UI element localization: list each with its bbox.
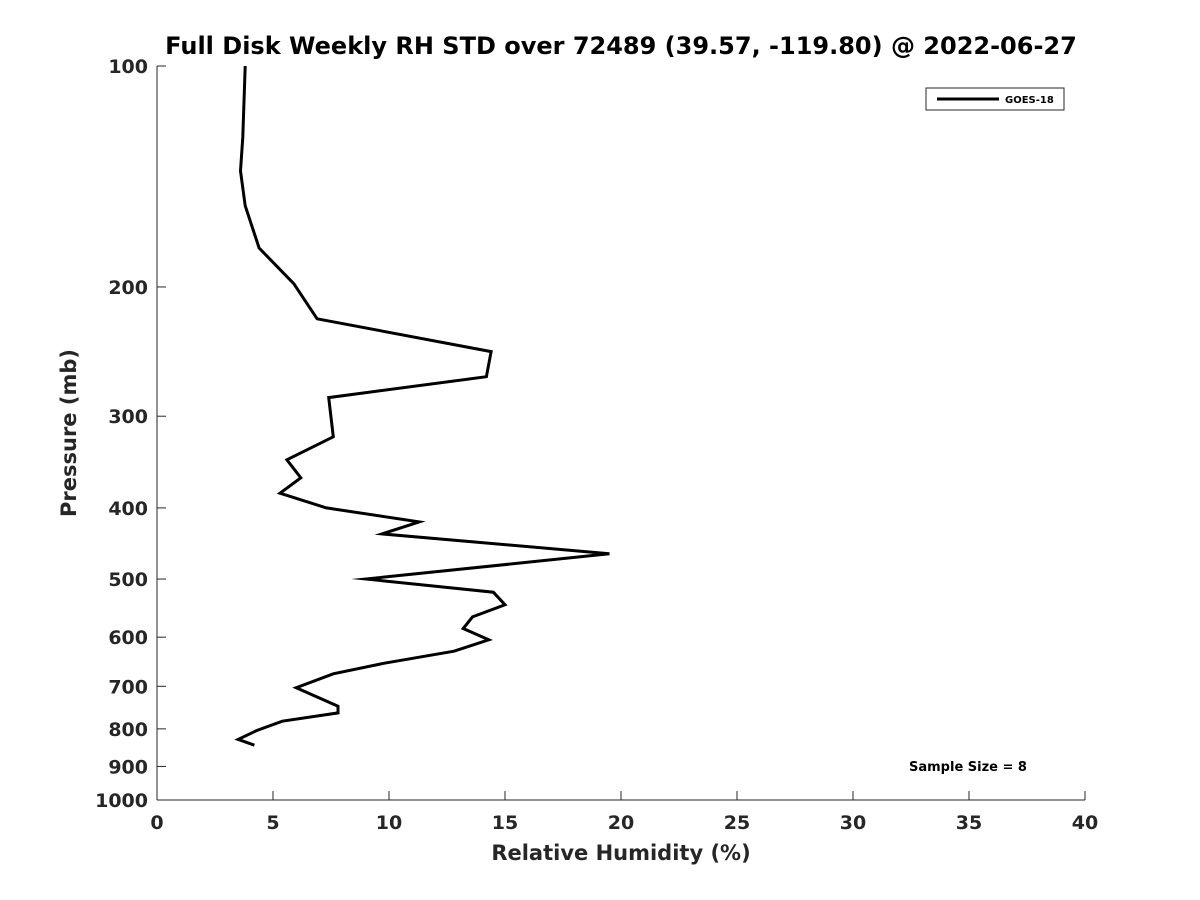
x-tick-label: 35 (956, 812, 982, 834)
x-tick-label: 15 (492, 812, 518, 834)
x-tick-label: 5 (266, 812, 279, 834)
series-group (234, 65, 610, 747)
legend: GOES-18 (925, 87, 1065, 111)
x-tick-label: 0 (150, 812, 163, 834)
series-line-goes-18 (234, 65, 610, 747)
x-tick-label: 30 (840, 812, 866, 834)
y-axis-label: Pressure (mb) (57, 349, 81, 517)
x-axis-label: Relative Humidity (%) (491, 841, 750, 865)
legend-entry-goes-18: GOES-18 (1005, 95, 1054, 106)
y-tick-label: 1000 (95, 790, 148, 812)
y-tick-label: 300 (108, 406, 148, 428)
x-ticks: 0 5 10 15 20 25 30 35 40 (150, 791, 1098, 834)
y-tick-label: 800 (108, 719, 148, 741)
y-tick-label: 500 (108, 569, 148, 591)
sample-size-annotation: Sample Size = 8 (909, 760, 1027, 775)
y-tick-label: 100 (108, 56, 148, 78)
plot-area: 0 5 10 15 20 25 30 35 40 100 200 300 400 500 600 700 80… (95, 56, 1098, 834)
y-tick-label: 700 (108, 676, 148, 698)
x-tick-label: 40 (1072, 812, 1098, 834)
y-tick-label: 400 (108, 498, 148, 520)
y-tick-label: 900 (108, 756, 148, 778)
x-tick-label: 20 (608, 812, 634, 834)
y-tick-label: 600 (108, 627, 148, 649)
x-tick-label: 25 (724, 812, 750, 834)
y-ticks: 100 200 300 400 500 600 700 800 900 1000 (95, 56, 166, 812)
y-tick-label: 200 (108, 277, 148, 299)
x-tick-label: 10 (376, 812, 402, 834)
chart-title: Full Disk Weekly RH STD over 72489 (39.5… (165, 32, 1077, 60)
